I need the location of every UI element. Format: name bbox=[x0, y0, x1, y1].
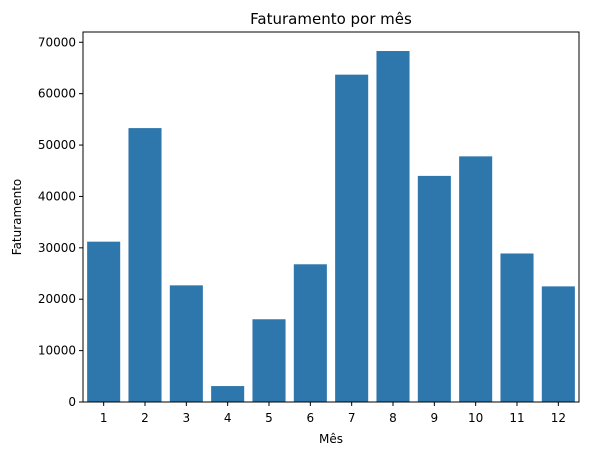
y-tick-label: 20000 bbox=[38, 292, 76, 306]
bar-12 bbox=[542, 286, 575, 402]
x-tick-label: 8 bbox=[389, 411, 397, 425]
bar-11 bbox=[500, 253, 533, 402]
x-tick-label: 6 bbox=[307, 411, 315, 425]
bar-10 bbox=[459, 156, 492, 402]
y-tick-label: 10000 bbox=[38, 344, 76, 358]
bar-4 bbox=[211, 386, 244, 402]
y-tick-label: 30000 bbox=[38, 241, 76, 255]
x-tick-label: 12 bbox=[551, 411, 566, 425]
bar-5 bbox=[252, 319, 285, 402]
y-tick-label: 60000 bbox=[38, 87, 76, 101]
bar-1 bbox=[87, 242, 120, 402]
y-tick-label: 50000 bbox=[38, 138, 76, 152]
x-tick-label: 2 bbox=[141, 411, 149, 425]
x-tick-label: 5 bbox=[265, 411, 273, 425]
x-tick-label: 7 bbox=[348, 411, 356, 425]
bar-2 bbox=[128, 128, 161, 402]
y-axis-label: Faturamento bbox=[10, 179, 24, 255]
x-tick-label: 1 bbox=[100, 411, 108, 425]
x-tick-label: 11 bbox=[509, 411, 524, 425]
chart-title: Faturamento por mês bbox=[250, 10, 412, 28]
x-tick-label: 10 bbox=[468, 411, 483, 425]
bars-group bbox=[87, 51, 575, 402]
y-axis-ticks: 0 10000 20000 30000 40000 50000 60000 70000 bbox=[38, 35, 83, 409]
bar-9 bbox=[418, 176, 451, 402]
x-tick-label: 3 bbox=[183, 411, 191, 425]
x-tick-label: 4 bbox=[224, 411, 232, 425]
bar-3 bbox=[170, 285, 203, 402]
y-tick-label: 0 bbox=[68, 395, 76, 409]
y-tick-label: 40000 bbox=[38, 189, 76, 203]
bar-7 bbox=[335, 75, 368, 402]
y-tick-label: 70000 bbox=[38, 35, 76, 49]
bar-8 bbox=[376, 51, 409, 402]
x-axis-ticks: 1 2 3 4 5 6 7 8 9 10 11 12 bbox=[100, 402, 566, 425]
x-tick-label: 9 bbox=[431, 411, 439, 425]
x-axis-label: Mês bbox=[319, 432, 343, 446]
bar-6 bbox=[294, 264, 327, 402]
